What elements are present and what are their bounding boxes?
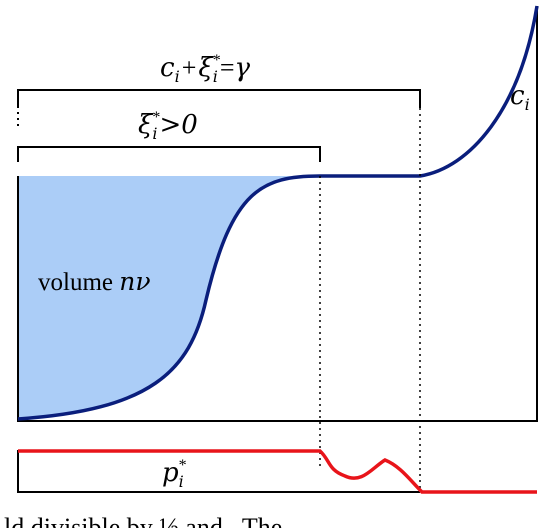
bracket-mid [17,146,321,162]
label-top-xi: ξ [198,53,214,83]
label-price-sup: * [179,457,187,474]
label-top-xi-sup: * [213,52,221,69]
volume-region [18,176,320,420]
cost-curve [17,5,539,421]
label-mid-rest: >0 [159,110,197,140]
label-bracket-mid: ξ* i>0 [138,109,198,143]
label-top-xi-sub: i [213,67,218,86]
label-top-plus: + [182,53,197,82]
label-mid-xi: ξ [138,110,154,140]
label-price: p* i [162,457,187,491]
bottom-cut-caption: ld divisible by ½ and . The [4,513,282,528]
label-mid-xi-sup: * [152,109,160,126]
label-bracket-top: ci+ξ* i=γ [160,52,250,86]
label-curve-c-sub: i [525,95,530,114]
label-curve-c-main: c [510,81,525,111]
label-volume: volume nν [38,267,151,296]
label-mid-xi-sub: i [152,124,157,143]
label-curve-c: ci [510,81,530,114]
bracket-top [17,89,421,108]
label-top-c: c [160,53,175,83]
label-volume-nu: ν [135,267,150,296]
label-top-gamma: γ [234,53,250,83]
price-curve [18,449,537,494]
label-price-p: p [162,458,179,488]
label-volume-n: n [119,267,135,296]
label-price-sub: i [179,472,184,491]
label-top-eq: = [220,53,235,82]
label-volume-word: volume [38,269,119,296]
label-top-c-sub: i [175,67,180,86]
